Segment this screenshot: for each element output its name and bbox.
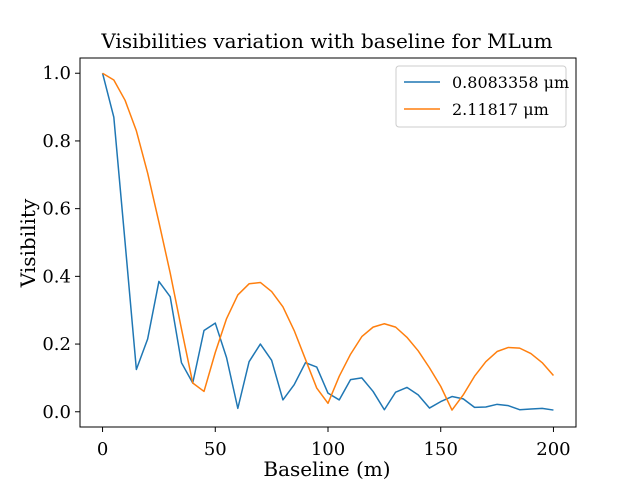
x-tick-label: 50 bbox=[204, 439, 227, 460]
legend-label-1: 0.8083358 μm bbox=[452, 73, 569, 92]
x-axis-label: Baseline (m) bbox=[263, 457, 390, 480]
legend: 0.8083358 μm 2.11817 μm bbox=[395, 65, 569, 128]
y-tick-label: 1.0 bbox=[42, 63, 71, 84]
y-tick-label: 0.6 bbox=[42, 199, 71, 220]
y-tick-label: 0.8 bbox=[42, 131, 71, 152]
y-axis-label: Visibility bbox=[16, 198, 40, 288]
series-line-2 bbox=[102, 72, 555, 411]
y-tick-label: 0.2 bbox=[42, 334, 71, 355]
x-tick-label: 100 bbox=[311, 439, 345, 460]
y-tick-label: 0.4 bbox=[42, 266, 71, 287]
chart-title: Visibilities variation with baseline for… bbox=[100, 29, 552, 53]
y-tick-label: 0.0 bbox=[42, 402, 71, 423]
x-tick-label: 150 bbox=[424, 439, 458, 460]
x-tick-label: 0 bbox=[97, 439, 108, 460]
legend-label-2: 2.11817 μm bbox=[452, 100, 549, 119]
series-line-1 bbox=[101, 73, 554, 411]
x-tick-label: 200 bbox=[536, 439, 570, 460]
